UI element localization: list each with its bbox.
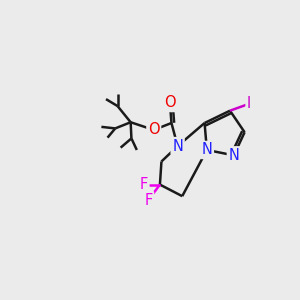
Text: N: N — [228, 148, 239, 163]
Text: F: F — [140, 177, 148, 192]
Text: F: F — [144, 193, 152, 208]
Text: N: N — [172, 139, 183, 154]
Text: O: O — [164, 95, 176, 110]
Text: I: I — [247, 96, 251, 111]
Text: N: N — [201, 142, 212, 158]
Text: O: O — [148, 122, 160, 137]
